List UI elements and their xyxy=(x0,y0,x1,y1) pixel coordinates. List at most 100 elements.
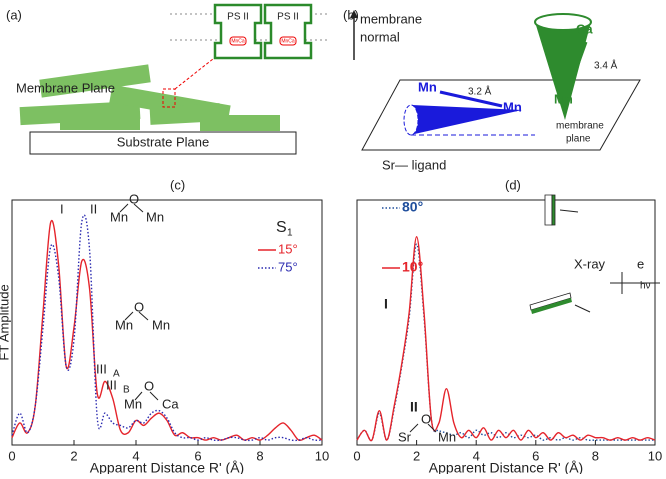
annotation: A xyxy=(113,369,120,380)
label: membrane xyxy=(556,121,604,132)
sample-icon xyxy=(531,298,572,314)
label: PS II xyxy=(277,12,299,23)
annotation: Sr— ligand xyxy=(382,157,446,172)
arrowhead xyxy=(350,10,358,18)
label: 3.4 Å xyxy=(594,59,618,72)
label: Mn xyxy=(503,99,522,114)
y-axis-label: FT Amplitude xyxy=(0,284,11,360)
panel-label: (c) xyxy=(170,177,185,192)
annotation: e xyxy=(637,256,644,271)
plane xyxy=(361,79,641,151)
annotation: III xyxy=(106,377,117,392)
arrow xyxy=(559,209,579,213)
label: Membrane Plane xyxy=(16,80,115,95)
bond xyxy=(134,391,143,401)
bond xyxy=(138,311,149,321)
x-tick-label: 0 xyxy=(353,448,360,463)
sample-icon xyxy=(544,194,553,226)
diagram-a: Membrane Plane Substrate Plane PS II PS … xyxy=(16,3,330,155)
x-tick-label: 0 xyxy=(8,448,15,463)
annotation: O xyxy=(421,411,431,426)
x-tick-label: 8 xyxy=(256,448,263,463)
panel-label: (d) xyxy=(505,177,521,192)
bond xyxy=(409,423,419,433)
legend-label: 15° xyxy=(278,241,298,256)
panel-label: (b) xyxy=(343,7,359,22)
cone xyxy=(535,22,591,120)
x-tick-label: 10 xyxy=(648,448,662,463)
cone-top xyxy=(534,13,592,31)
series-line xyxy=(11,219,323,442)
x-tick-label: 10 xyxy=(315,448,329,463)
label: PS II xyxy=(227,12,249,23)
label: 3.2 Å xyxy=(468,85,492,98)
annotation: Ca xyxy=(162,396,179,411)
cluster xyxy=(279,36,297,46)
cluster xyxy=(229,36,247,46)
x-tick-label: 4 xyxy=(132,448,139,463)
sample-icon xyxy=(551,194,556,226)
annotation: Sr xyxy=(398,429,412,444)
annotation: I xyxy=(384,296,388,312)
ps2 xyxy=(213,3,263,60)
arrow xyxy=(574,304,591,313)
panel-label: (a) xyxy=(6,7,22,22)
annotation: O xyxy=(129,191,139,206)
diagram-b: membrane normal Ca 3.4 Å Mn Mn Mn 3.2 Å … xyxy=(350,10,641,151)
annotation: II xyxy=(90,201,97,216)
bond xyxy=(427,423,437,433)
label: Ca xyxy=(576,21,593,36)
x-tick-label: 8 xyxy=(592,448,599,463)
x-tick-label: 6 xyxy=(532,448,539,463)
annotation: II xyxy=(410,399,418,415)
label: normal xyxy=(360,29,400,44)
cone-mn xyxy=(410,105,522,135)
annotation: Mn xyxy=(152,317,170,332)
label: Substrate Plane xyxy=(117,134,210,149)
annotation: hν xyxy=(640,281,651,292)
label: membrane xyxy=(360,11,422,26)
annotation: O xyxy=(144,378,154,393)
annotation: Mn xyxy=(438,429,456,444)
label: Mn xyxy=(418,79,437,94)
label: plane xyxy=(566,134,591,145)
x-tick-label: 6 xyxy=(194,448,201,463)
x-axis-label: Apparent Distance R' (Å) xyxy=(90,460,244,474)
highlight xyxy=(162,88,176,108)
legend-title-sub: 1 xyxy=(287,228,293,239)
plot-frame xyxy=(11,199,323,446)
legend-label: 10° xyxy=(402,259,423,275)
ps2 xyxy=(263,3,313,60)
cone-base xyxy=(403,104,419,136)
label: MnCa xyxy=(281,38,295,44)
annotation: Mn xyxy=(124,396,142,411)
plot-frame xyxy=(356,199,656,446)
membrane-pieces xyxy=(19,64,280,131)
label: MnCa xyxy=(231,38,245,44)
legend-label: 75° xyxy=(278,259,298,274)
bond xyxy=(124,311,134,321)
bond xyxy=(119,203,129,213)
x-axis-label: Apparent Distance R' (Å) xyxy=(429,460,583,474)
bond xyxy=(439,90,503,108)
substrate-border xyxy=(29,131,297,155)
bond xyxy=(149,391,159,401)
annotation: B xyxy=(123,385,130,396)
annotation: Mn xyxy=(110,209,128,224)
bond xyxy=(566,41,588,93)
annotation: Mn xyxy=(115,317,133,332)
legend-label: 80° xyxy=(402,199,423,215)
annotation: X-ray xyxy=(574,256,606,271)
x-tick-label: 2 xyxy=(70,448,77,463)
annotation: III xyxy=(96,361,107,376)
annotation: I xyxy=(60,201,64,216)
bond xyxy=(133,203,144,213)
x-tick-label: 2 xyxy=(413,448,420,463)
label: Mn xyxy=(554,91,573,106)
series-line xyxy=(356,236,656,442)
annotation: O xyxy=(134,299,144,314)
annotation: Mn xyxy=(146,209,164,224)
legend-title: S xyxy=(276,219,287,236)
pointer xyxy=(174,54,219,90)
